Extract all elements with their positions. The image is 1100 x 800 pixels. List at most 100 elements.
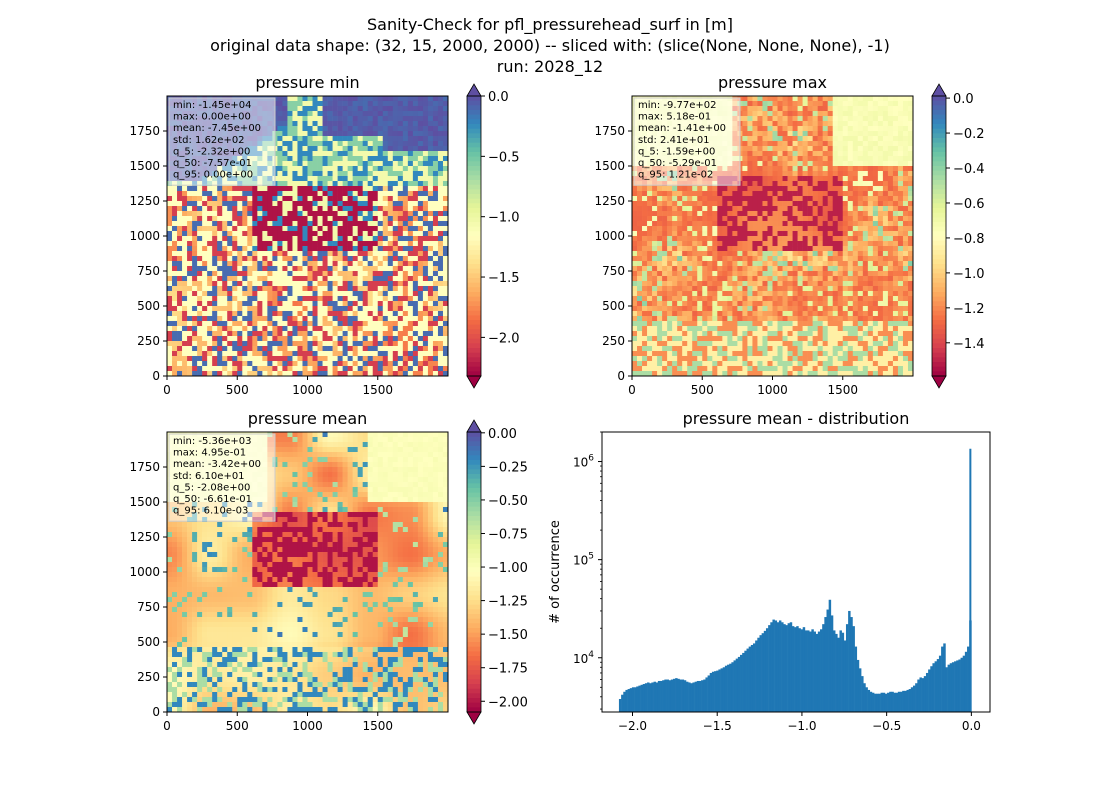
heatmap-cell xyxy=(307,211,313,217)
heatmap-cell xyxy=(372,126,379,132)
heatmap-cell xyxy=(407,261,414,267)
heatmap-cell xyxy=(802,171,808,177)
heatmap-cell xyxy=(677,206,683,212)
heatmap-cell xyxy=(817,161,823,167)
heatmap-cell xyxy=(422,291,429,297)
heatmap-cell xyxy=(437,101,444,107)
colorbar-segment xyxy=(467,254,481,260)
heatmap-cell xyxy=(172,261,178,267)
heatmap-cell xyxy=(372,356,379,362)
heatmap-cell xyxy=(232,351,238,357)
heatmap-cell xyxy=(377,141,384,147)
heatmap-cell xyxy=(417,351,424,357)
heatmap-cell xyxy=(867,166,874,172)
heatmap-cell xyxy=(407,371,414,377)
heatmap-cell xyxy=(757,201,763,207)
heatmap-cell xyxy=(817,246,823,252)
heatmap-cell xyxy=(282,321,288,327)
heatmap-cell xyxy=(652,206,658,212)
heatmap-cell xyxy=(287,336,293,342)
heatmap-cell xyxy=(232,186,238,192)
heatmap-cell xyxy=(437,181,444,187)
heatmap-cell xyxy=(322,241,328,247)
heatmap-cell xyxy=(407,226,414,232)
heatmap-cell xyxy=(387,151,394,157)
heatmap-cell xyxy=(812,146,818,152)
heatmap-cell xyxy=(402,161,409,167)
heatmap-cell xyxy=(837,126,844,132)
heatmap-cell xyxy=(842,191,849,197)
heatmap-cell xyxy=(382,341,389,347)
heatmap-cell xyxy=(772,176,778,182)
heatmap-cell xyxy=(412,341,419,347)
heatmap-cell xyxy=(172,241,178,247)
heatmap-cell xyxy=(292,326,298,332)
heatmap-cell xyxy=(757,221,763,227)
heatmap-cell xyxy=(367,221,374,227)
heatmap-cell xyxy=(297,146,303,152)
heatmap-cell xyxy=(377,221,384,227)
heatmap-cell xyxy=(432,331,439,337)
heatmap-cell xyxy=(742,141,748,147)
heatmap-cell xyxy=(657,236,663,242)
heatmap-cell xyxy=(372,246,379,252)
heatmap-cell xyxy=(817,141,823,147)
heatmap-cell xyxy=(232,216,238,222)
heatmap-cell xyxy=(292,146,298,152)
colorbar-segment xyxy=(467,338,481,344)
heatmap-cell xyxy=(777,116,783,122)
heatmap-cell xyxy=(307,141,313,147)
heatmap-cell xyxy=(897,106,904,112)
heatmap-cell xyxy=(882,121,889,127)
heatmap-cell xyxy=(277,276,283,282)
heatmap-cell xyxy=(412,151,419,157)
heatmap-cell xyxy=(312,116,318,122)
heatmap-cell xyxy=(827,236,834,242)
heatmap-cell xyxy=(662,186,668,192)
heatmap-cell xyxy=(177,311,183,317)
heatmap-cell xyxy=(887,146,894,152)
heatmap-cell xyxy=(347,206,353,212)
colorbar-segment xyxy=(467,100,481,106)
heatmap-cell xyxy=(397,156,404,162)
heatmap-cell xyxy=(377,286,384,292)
heatmap-cell xyxy=(422,206,429,212)
heatmap-cell xyxy=(277,201,283,207)
heatmap-cell xyxy=(397,106,404,112)
heatmap-cell xyxy=(287,131,293,137)
heatmap-cell xyxy=(822,171,828,177)
heatmap-cell xyxy=(302,141,308,147)
heatmap-cell xyxy=(257,246,263,252)
heatmap-cell xyxy=(427,231,434,237)
heatmap-cell xyxy=(772,151,778,157)
heatmap-cell xyxy=(392,371,399,377)
heatmap-cell xyxy=(382,331,389,337)
heatmap-cell xyxy=(882,201,889,207)
heatmap-cell xyxy=(322,351,328,357)
heatmap-cell xyxy=(337,331,343,337)
heatmap-cell xyxy=(272,266,278,272)
heatmap-cell xyxy=(317,341,323,347)
heatmap-cell xyxy=(212,321,218,327)
heatmap-cell xyxy=(322,126,328,132)
heatmap-cell xyxy=(847,226,854,232)
heatmap-cell xyxy=(302,271,308,277)
heatmap-cell xyxy=(337,236,343,242)
heatmap-cell xyxy=(772,116,778,122)
heatmap-cell xyxy=(437,356,444,362)
suptitle-line-1: Sanity-Check for pfl_pressurehead_surf i… xyxy=(367,15,733,35)
heatmap-cell xyxy=(872,161,879,167)
heatmap-cell xyxy=(392,176,399,182)
heatmap-cell xyxy=(832,201,839,207)
heatmap-cell xyxy=(792,141,798,147)
heatmap-cell xyxy=(387,371,394,377)
heatmap-cell xyxy=(417,306,424,312)
heatmap-cell xyxy=(432,251,439,257)
heatmap-cell xyxy=(207,261,213,267)
heatmap-cell xyxy=(427,146,434,152)
heatmap-cell xyxy=(222,191,228,197)
heatmap-cell xyxy=(662,246,668,252)
heatmap-cell xyxy=(172,266,178,272)
heatmap-cell xyxy=(282,191,288,197)
heatmap-cell xyxy=(222,271,228,277)
